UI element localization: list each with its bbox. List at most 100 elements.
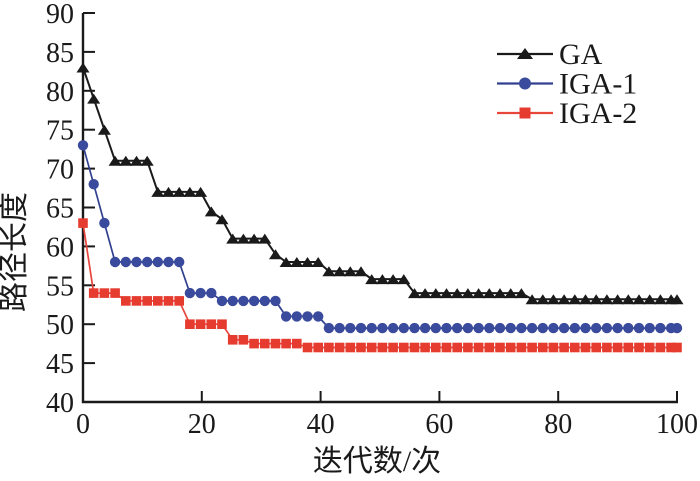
circle-marker — [633, 322, 645, 334]
triangle-marker — [172, 186, 186, 197]
triangle-marker — [311, 257, 325, 267]
triangle-marker — [236, 233, 250, 244]
square-marker — [388, 342, 398, 353]
circle-marker — [184, 287, 196, 299]
triangle-marker — [472, 288, 486, 299]
square-marker — [634, 342, 644, 353]
x-axis-title: 迭代数/次 — [313, 445, 441, 478]
circle-marker — [473, 322, 484, 334]
triangle-marker — [215, 214, 229, 225]
x-tick-label: 0 — [76, 409, 90, 440]
triangle-marker — [450, 288, 464, 299]
circle-marker — [163, 256, 174, 268]
circle-marker — [366, 322, 377, 334]
circle-marker — [238, 295, 249, 307]
circle-marker — [216, 295, 228, 307]
square-marker — [313, 342, 323, 353]
square-marker — [666, 342, 676, 353]
square-marker — [334, 342, 345, 353]
triangle-marker — [226, 233, 240, 244]
triangle-marker — [194, 186, 208, 197]
triangle-marker — [365, 274, 379, 285]
circle-marker — [484, 322, 495, 334]
x-tick-label: 40 — [307, 409, 335, 440]
triangle-marker — [375, 274, 389, 285]
circle-marker — [152, 256, 163, 268]
triangle-marker — [621, 294, 635, 305]
circle-marker — [270, 295, 281, 307]
square-marker — [185, 319, 195, 329]
triangle-marker — [653, 294, 667, 305]
y-tick-label: 70 — [46, 155, 74, 186]
x-tick-label: 100 — [656, 409, 698, 440]
square-marker — [324, 342, 334, 353]
square-marker — [505, 342, 516, 353]
square-marker — [473, 342, 484, 353]
triangle-marker — [258, 233, 272, 244]
x-tick-label: 60 — [425, 409, 453, 440]
triangle-marker — [440, 288, 453, 299]
circle-marker — [516, 322, 527, 334]
circle-marker — [387, 322, 399, 334]
circle-marker — [131, 256, 142, 268]
triangle-marker — [408, 288, 421, 299]
triangle-marker — [204, 206, 218, 217]
triangle-marker — [504, 288, 518, 299]
circle-marker — [580, 322, 591, 334]
triangle-marker — [279, 257, 293, 267]
square-marker — [527, 342, 537, 353]
circle-marker — [671, 322, 683, 334]
x-tick-label: 80 — [544, 409, 572, 440]
triangle-marker — [589, 294, 603, 305]
square-marker — [356, 342, 366, 353]
circle-marker — [302, 311, 313, 322]
circle-marker — [323, 322, 335, 334]
y-tick-label: 45 — [46, 349, 74, 380]
triangle-marker — [97, 124, 111, 135]
triangle-marker — [183, 186, 197, 197]
triangle-marker — [247, 233, 261, 244]
circle-marker — [174, 256, 185, 268]
square-marker — [206, 319, 217, 329]
circle-marker — [259, 295, 270, 307]
triangle-marker — [301, 257, 314, 267]
triangle-marker — [579, 294, 592, 305]
triangle-marker — [386, 274, 400, 285]
circle-marker — [398, 322, 409, 334]
circle-marker — [452, 322, 463, 334]
square-marker — [88, 288, 99, 298]
square-marker — [377, 342, 388, 353]
triangle-marker — [568, 294, 582, 305]
y-tick-label: 55 — [46, 271, 74, 302]
y-tick-label: 65 — [46, 194, 74, 225]
circle-marker — [120, 256, 131, 268]
triangle-marker — [269, 249, 282, 260]
circle-marker — [142, 256, 153, 268]
square-marker — [110, 288, 120, 298]
square-marker — [484, 342, 495, 353]
legend: GA IGA-1 IGA-2 — [497, 38, 637, 130]
square-marker — [131, 296, 142, 306]
legend-label-iga2: IGA-2 — [559, 97, 637, 130]
series-ga — [76, 62, 684, 305]
triangle-marker — [461, 288, 475, 299]
legend-item-ga: GA — [497, 38, 603, 71]
y-tick-label: 75 — [46, 116, 74, 147]
circle-marker — [419, 322, 431, 334]
triangle-marker — [493, 288, 507, 299]
circle-marker — [558, 322, 570, 334]
square-marker — [516, 342, 527, 353]
triangle-marker — [397, 274, 411, 285]
square-marker — [655, 342, 666, 353]
circle-marker — [195, 287, 206, 299]
square-marker — [281, 338, 291, 349]
circle-marker — [462, 322, 474, 334]
y-tick-label: 80 — [46, 77, 74, 108]
triangle-marker-icon — [517, 48, 533, 59]
square-marker — [538, 342, 548, 353]
square-marker — [217, 319, 227, 329]
circle-marker — [355, 322, 367, 334]
square-marker — [270, 338, 281, 349]
square-marker — [602, 342, 612, 353]
